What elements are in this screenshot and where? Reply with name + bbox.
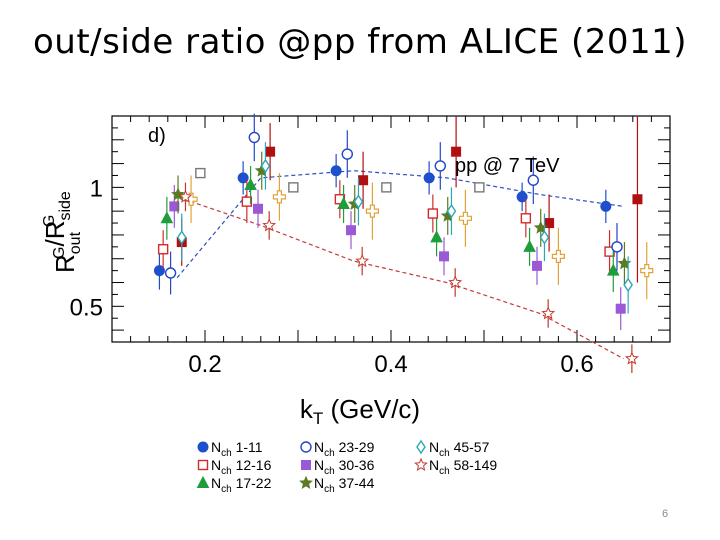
data-point-n-ch-23-29 [527, 174, 539, 186]
data-point-n-ch-1-11 [237, 172, 249, 184]
x-tick-label: 0.2 [188, 351, 221, 378]
legend-label: Nch 58-149 [429, 457, 497, 477]
data-point-n-ch-17-22 [160, 211, 174, 224]
data-point-n-ch-30-36 [253, 203, 264, 214]
data-point-n-ch-30-36 [439, 251, 450, 262]
legend-marker [416, 439, 426, 455]
data-point-n-ch-45-57 [176, 230, 187, 245]
legend-label: Nch 45-57 [429, 439, 490, 459]
data-point-gray-open-squares [195, 167, 206, 179]
data-point-n-ch-1-11 [600, 200, 612, 212]
data-point-dark-red-filled-squares [358, 175, 369, 186]
data-point-n-ch-17-22 [523, 239, 536, 252]
data-point-n-ch-12-16 [520, 213, 532, 224]
data-point-n-ch-1-11 [153, 265, 165, 277]
data-point-n-ch-45-57 [539, 230, 550, 245]
x-tick-labels: 0.2 0.4 0.6 [188, 351, 593, 378]
legend-label: Nch 1-11 [211, 439, 263, 459]
data-point-n-ch-23-29 [434, 160, 446, 172]
axis-ticks [111, 115, 671, 342]
data-point-n-ch-58-149 [178, 189, 193, 203]
data-point-dark-red-filled-squares [451, 146, 462, 157]
data-point-n-ch-1-11 [516, 191, 528, 203]
data-point-n-ch-58-149 [355, 253, 370, 268]
x-axis-title-text: kT (GeV/c) [300, 394, 420, 428]
legend-label: Nch 12-16 [211, 457, 272, 477]
legend-marker [196, 475, 210, 488]
data-point-n-ch-17-22 [606, 263, 620, 276]
x-tick-label: 0.6 [560, 351, 593, 378]
data-point-orange-open-crosses [365, 204, 379, 218]
legend-marker [299, 475, 313, 489]
data-point-n-ch-12-16 [241, 196, 253, 207]
y-axis-title-text: RoutG/RsideG [40, 191, 84, 273]
legend-marker [300, 441, 312, 453]
legend-marker [197, 441, 209, 453]
data-point-n-ch-12-16 [157, 244, 169, 255]
data-point-n-ch-23-29 [248, 131, 260, 144]
data-point-n-ch-1-11 [330, 165, 342, 177]
y-tick-labels: 0.51 [70, 175, 103, 321]
y-tick-label: 0.5 [70, 294, 103, 321]
data-point-n-ch-30-36 [532, 260, 543, 271]
data-point-n-ch-23-29 [611, 241, 623, 253]
data-point-orange-open-crosses [272, 190, 286, 204]
legend-label: Nch 23-29 [314, 439, 375, 459]
legend-label: Nch 37-44 [314, 475, 375, 495]
data-point-n-ch-30-36 [346, 225, 357, 236]
data-point-n-ch-58-149 [624, 351, 639, 365]
data-point-dark-red-filled-squares [632, 194, 643, 205]
y-tick-label: 1 [90, 175, 103, 202]
data-point-n-ch-58-149 [262, 218, 277, 232]
legend-marker [197, 459, 209, 471]
x-axis-title: kT (GeV/c) [300, 394, 420, 428]
y-axis-title: RoutG/RsideG [40, 191, 84, 273]
data-point-n-ch-17-22 [337, 196, 350, 210]
legend-marker [414, 457, 428, 471]
data-point-n-ch-23-29 [164, 267, 177, 279]
data-point-n-ch-58-149 [541, 306, 556, 320]
data-point-n-ch-17-22 [430, 230, 443, 243]
data-point-n-ch-37-44 [171, 187, 185, 201]
data-point-n-ch-30-36 [169, 201, 180, 212]
data-point-orange-open-crosses [640, 264, 654, 278]
data-point-n-ch-12-16 [427, 208, 439, 219]
legend-marker [301, 460, 311, 470]
fit-line [176, 196, 624, 360]
data-point-orange-open-crosses [458, 211, 472, 225]
x-tick-label: 0.4 [374, 351, 407, 378]
data-points [153, 113, 654, 373]
legend-label: Nch 30-36 [314, 457, 375, 477]
legend-label: Nch 17-22 [211, 475, 272, 495]
page-number: 6 [662, 508, 669, 520]
data-point-n-ch-45-57 [623, 277, 633, 293]
data-point-orange-open-crosses [551, 249, 565, 263]
data-point-n-ch-17-22 [244, 177, 257, 190]
data-point-gray-open-squares [474, 182, 485, 193]
data-point-n-ch-45-57 [446, 203, 457, 219]
panel-label: d) [148, 125, 166, 147]
data-point-n-ch-45-57 [353, 194, 364, 209]
data-point-n-ch-45-57 [260, 158, 271, 174]
annotation-pp-7tev: pp @ 7 TeV [455, 155, 560, 177]
plot-frame [111, 115, 671, 343]
data-point-dark-red-filled-squares [265, 146, 276, 157]
data-point-n-ch-58-149 [448, 275, 463, 289]
slide-title: out/side ratio @pp from ALICE (2011) [32, 22, 688, 62]
data-point-gray-open-squares [381, 182, 392, 193]
data-point-n-ch-1-11 [423, 172, 435, 184]
data-point-gray-open-squares [288, 182, 299, 193]
data-point-n-ch-23-29 [341, 148, 353, 160]
data-point-n-ch-30-36 [615, 303, 626, 314]
